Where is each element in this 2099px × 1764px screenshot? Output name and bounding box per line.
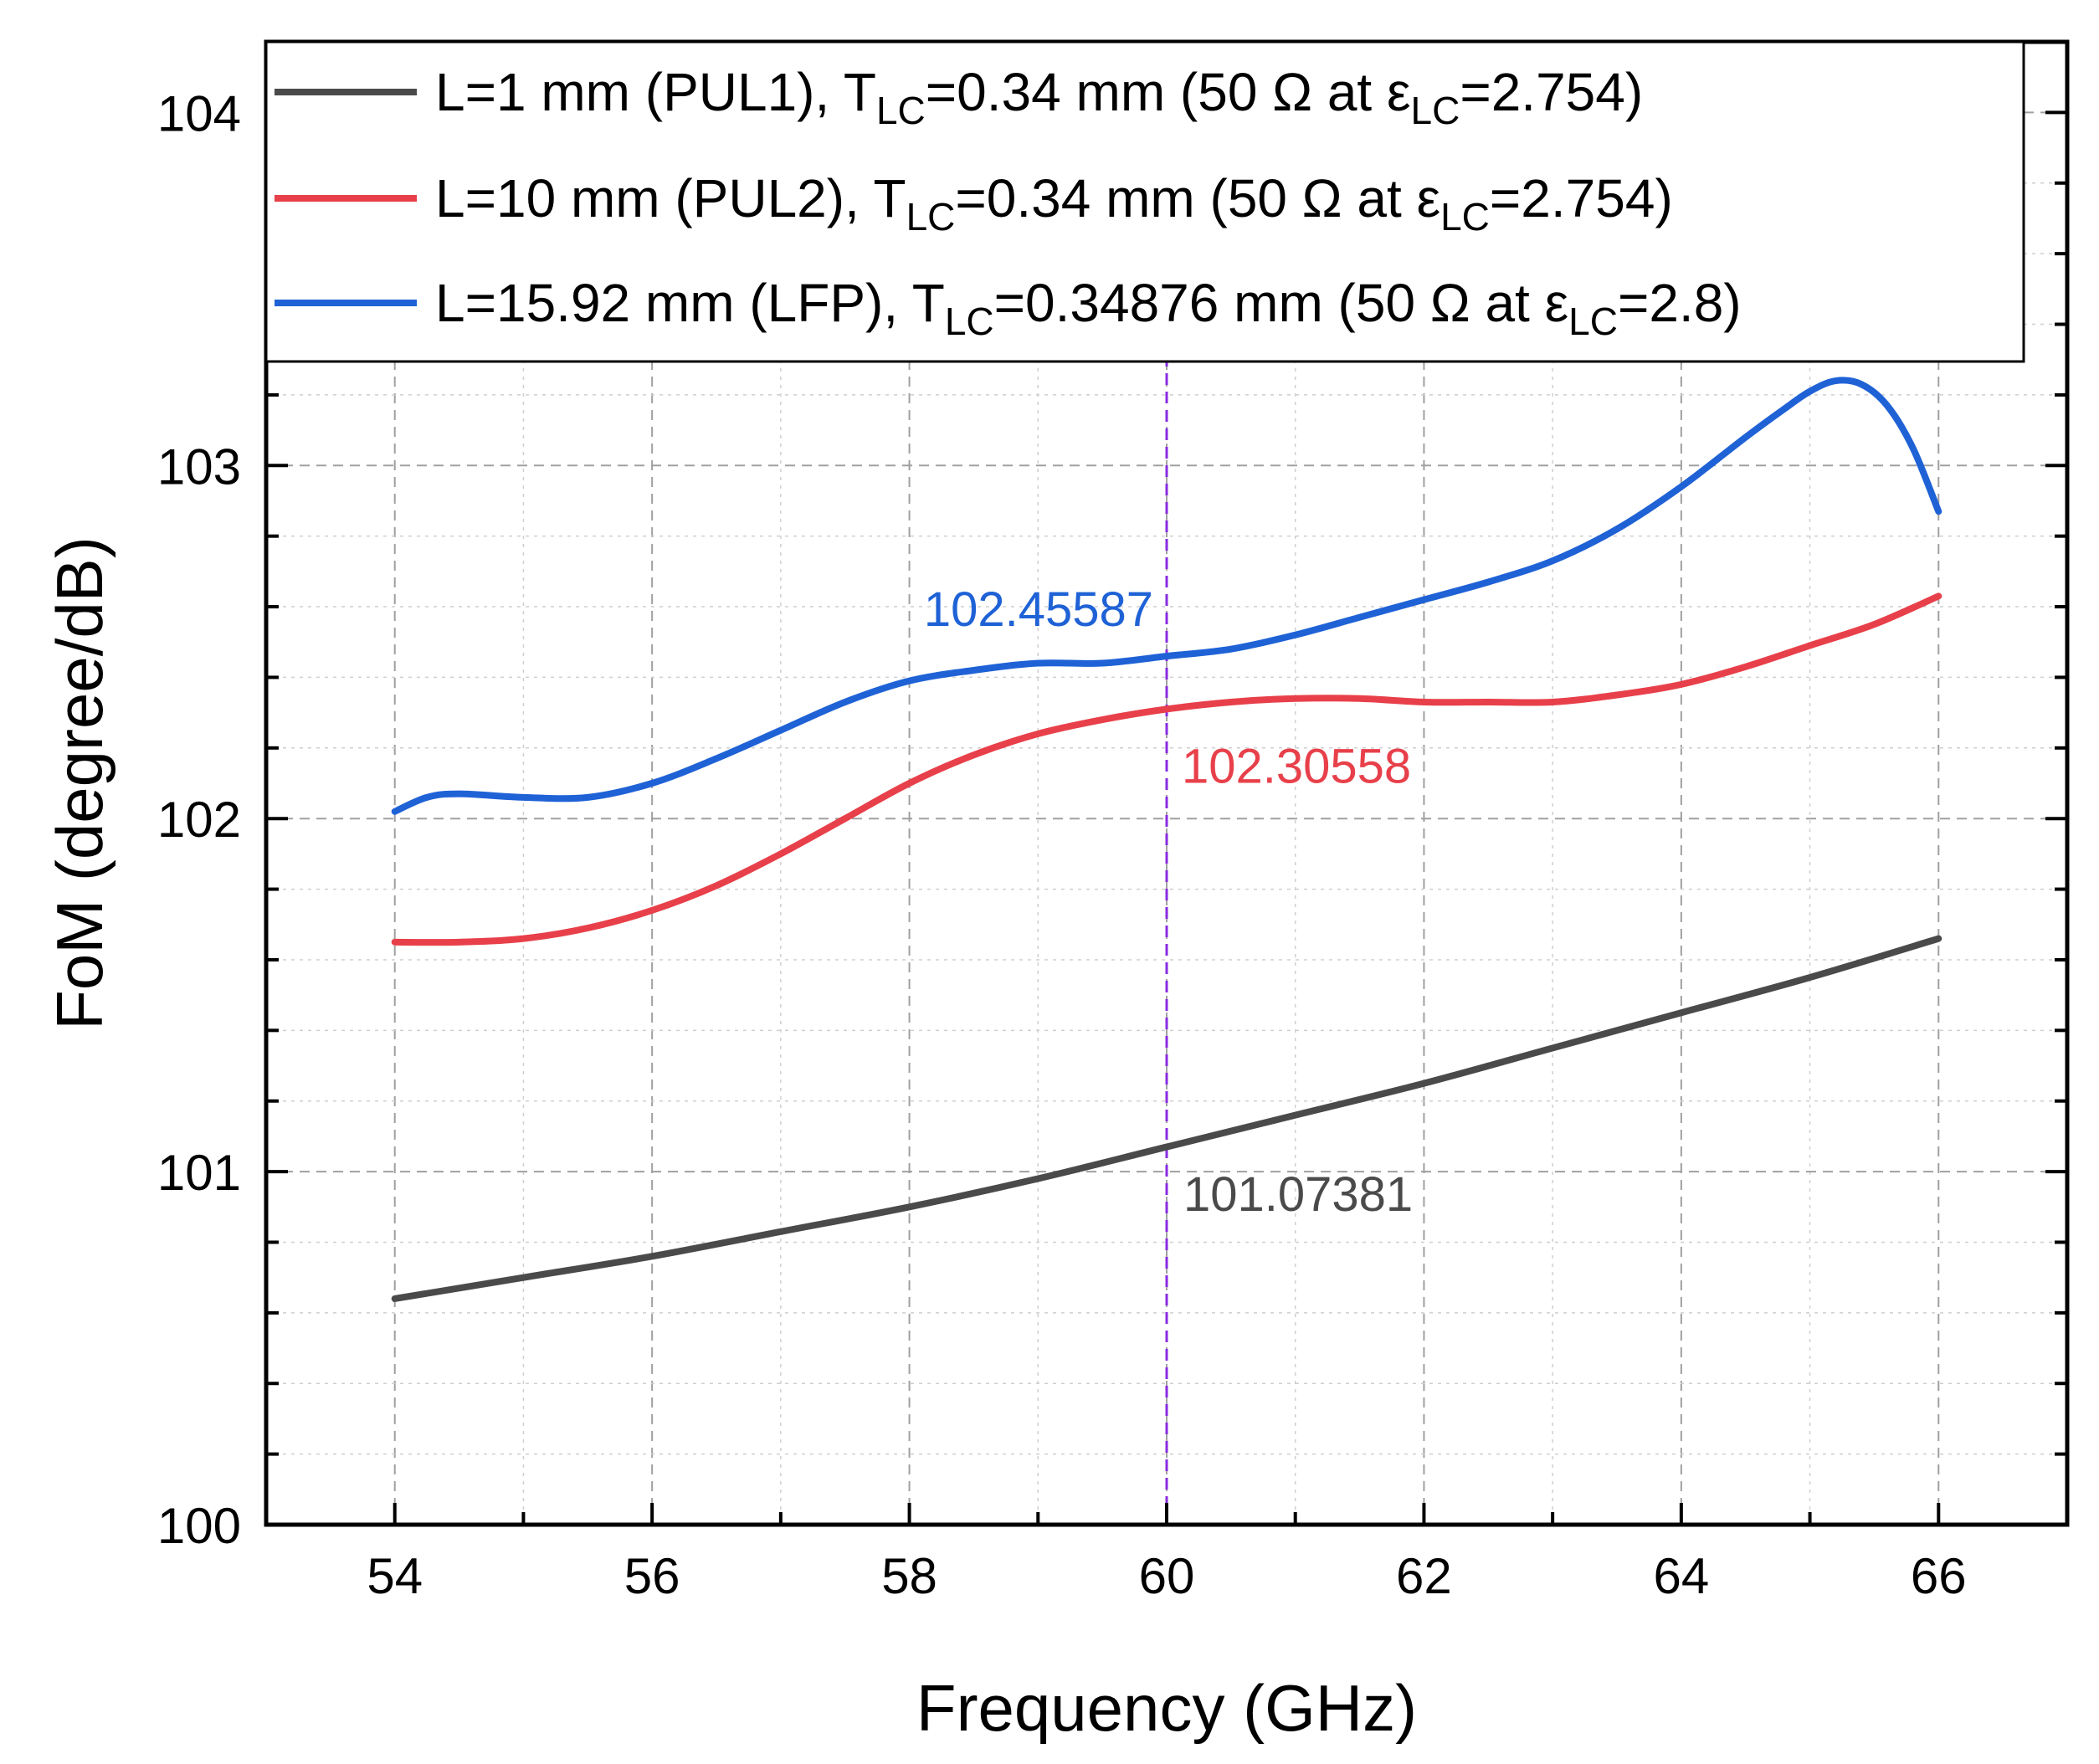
x-axis-title: Frequency (GHz) — [916, 1671, 1417, 1745]
series-line-pul2 — [391, 592, 1942, 946]
legend-text-part: =0.34 mm (50 Ω at ε — [926, 62, 1411, 122]
annotation-value: 102.30558 — [1182, 739, 1411, 793]
legend-text-part: L=10 mm (PUL2), T — [435, 168, 906, 228]
x-tick-label: 60 — [1139, 1548, 1195, 1604]
y-tick-label: 102 — [157, 792, 241, 848]
series-group — [391, 377, 1942, 1302]
legend-text-part: L=1 mm (PUL1), T — [435, 62, 876, 122]
y-axis-title: FoM (degree/dB) — [43, 536, 116, 1030]
legend-text-part: =0.34 mm (50 Ω at ε — [955, 168, 1440, 228]
y-tick-label: 104 — [157, 85, 241, 141]
annotations: 102.45587 102.30558 101.07381 — [924, 582, 1413, 1222]
tick-labels: 54 56 58 60 62 64 66 100 101 102 103 104 — [157, 85, 1967, 1604]
legend-label-pul1: L=1 mm (PUL1), TLC=0.34 mm (50 Ω at εLC=… — [435, 62, 1643, 132]
x-tick-label: 64 — [1653, 1548, 1709, 1604]
legend-text-part: =2.754) — [1460, 62, 1643, 122]
series-line-lfp — [391, 377, 1942, 815]
legend-subscript: LC — [906, 195, 956, 238]
y-tick-label: 101 — [157, 1145, 241, 1201]
legend-subscript: LC — [1440, 195, 1490, 238]
series-line-pul1 — [391, 935, 1942, 1302]
legend-text-part: =0.34876 mm (50 Ω at ε — [994, 273, 1569, 333]
legend-text-part: =2.754) — [1490, 168, 1673, 228]
annotation-value: 102.45587 — [924, 582, 1153, 637]
legend-label-pul2: L=10 mm (PUL2), TLC=0.34 mm (50 Ω at εLC… — [435, 168, 1673, 238]
x-tick-label: 66 — [1911, 1548, 1967, 1604]
y-tick-label: 100 — [157, 1498, 241, 1554]
legend-label-lfp: L=15.92 mm (LFP), TLC=0.34876 mm (50 Ω a… — [435, 273, 1742, 343]
legend-box — [264, 40, 2025, 363]
y-tick-label: 103 — [157, 438, 241, 495]
x-tick-label: 56 — [624, 1548, 680, 1604]
x-tick-label: 54 — [367, 1548, 423, 1604]
annotation-value: 101.07381 — [1183, 1167, 1413, 1222]
legend-subscript: LC — [876, 89, 926, 132]
legend-subscript: LC — [1568, 300, 1618, 343]
legend-subscript: LC — [1411, 89, 1460, 132]
legend-text-part: =2.8) — [1618, 273, 1742, 333]
legend-text-part: L=15.92 mm (LFP), T — [435, 273, 945, 333]
legend-subscript: LC — [945, 300, 994, 343]
legend: L=1 mm (PUL1), TLC=0.34 mm (50 Ω at εLC=… — [264, 40, 2025, 363]
x-tick-label: 62 — [1396, 1548, 1452, 1604]
x-tick-label: 58 — [881, 1548, 937, 1604]
